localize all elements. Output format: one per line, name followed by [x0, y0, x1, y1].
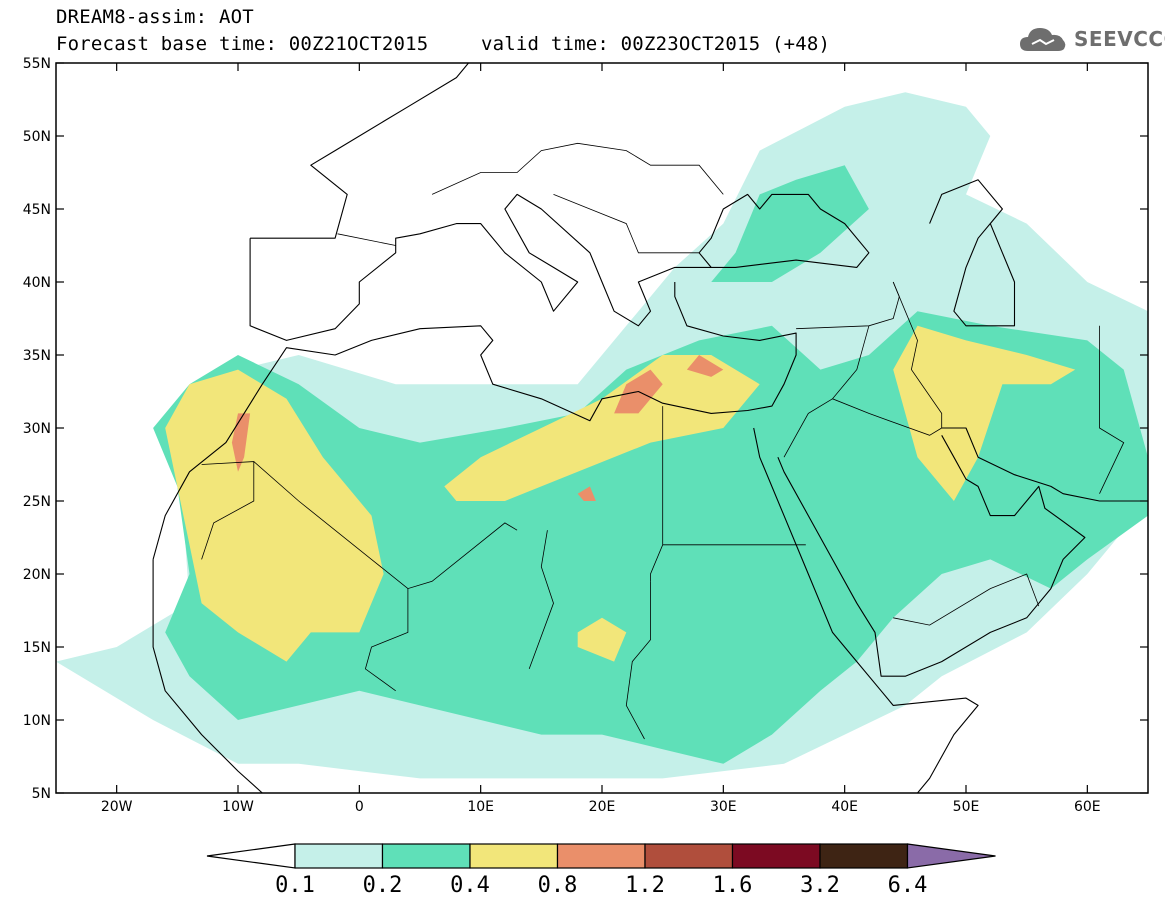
- y-tick-label: 30N: [23, 421, 51, 437]
- aot-region-c08: [231, 413, 251, 472]
- border-iraq-border: [831, 325, 942, 436]
- aot-region-c04: [577, 617, 627, 662]
- aot-region-c08: [577, 486, 596, 501]
- y-tick-label: 50N: [23, 129, 51, 145]
- x-tick-label: 40E: [831, 799, 858, 815]
- colorbar-segment: [469, 843, 559, 869]
- coastline-iberia-coast: [249, 193, 870, 341]
- border-niger-chad: [528, 530, 554, 670]
- logo-text: SEEVCCC: [1074, 27, 1165, 51]
- coastline-iran-coast: [941, 427, 1148, 502]
- map-title: DREAM8-assim: AOT: [56, 6, 254, 28]
- colorbar-label: 1.6: [713, 873, 753, 898]
- coastline-europe-north-coast: [250, 63, 469, 239]
- coastline-arabia-coast: [777, 435, 1086, 677]
- border-chad-sudan: [625, 581, 651, 740]
- aot-region-c04: [165, 369, 384, 662]
- colorbar-segment: [819, 843, 909, 869]
- colorbar-segment: [731, 843, 821, 869]
- x-tick-label: 50E: [953, 799, 980, 815]
- border-afghan-border: [1099, 325, 1125, 494]
- y-tick-label: 10N: [23, 713, 51, 729]
- border-western-sahara: [201, 461, 255, 560]
- x-tick-label: 10E: [467, 799, 494, 815]
- colorbar-label: 0.2: [363, 873, 403, 898]
- colorbar-over-triangle: [906, 843, 996, 869]
- colorbar-under-triangle: [206, 843, 296, 869]
- base-time-label: Forecast base time: 00Z21OCT2015: [56, 33, 429, 55]
- x-tick-label: 60E: [1074, 799, 1101, 815]
- map-subtitle: Forecast base time: 00Z21OCT2015 valid ti…: [56, 33, 830, 55]
- y-tick-label: 15N: [23, 640, 51, 656]
- y-tick-label: 40N: [23, 275, 51, 291]
- x-tick-label: 30E: [710, 799, 737, 815]
- x-tick-label: 10W: [222, 799, 254, 815]
- colorbar-segment: [381, 843, 471, 869]
- colorbar-label: 0.8: [538, 873, 578, 898]
- cloud-icon: [1020, 28, 1066, 51]
- border-saudi-border: [783, 398, 833, 458]
- x-tick-label: 20E: [589, 799, 616, 815]
- x-tick-label: 0: [355, 799, 364, 815]
- border-libya-egypt: [650, 406, 664, 582]
- valid-time-label: valid time: 00Z23OCT2015 (+48): [481, 33, 831, 55]
- coastline-red-sea-west: [753, 427, 979, 793]
- y-tick-label: 5N: [32, 786, 51, 802]
- aot-region-c02: [711, 165, 869, 282]
- colorbar-label: 3.2: [800, 873, 840, 898]
- aot-region-c04: [444, 355, 760, 501]
- y-tick-label: 45N: [23, 202, 51, 218]
- seevccc-logo: SEEVCCC: [1018, 22, 1165, 56]
- border-france-spain: [337, 233, 396, 246]
- border-iran-border: [892, 281, 943, 428]
- coastline-caspian: [929, 179, 1016, 327]
- colorbar-label: 0.4: [450, 873, 490, 898]
- border-central-europe: [431, 142, 724, 195]
- y-tick-label: 20N: [23, 567, 51, 583]
- coastline-west-africa-coast: [152, 559, 263, 793]
- colorbar-label: 0.1: [275, 873, 315, 898]
- x-tick-label: 20W: [101, 799, 133, 815]
- colorbar-segment: [294, 843, 384, 869]
- aot-region-c04: [893, 325, 1076, 501]
- y-tick-label: 35N: [23, 348, 51, 364]
- colorbar-label: 1.2: [625, 873, 665, 898]
- border-mali-niger: [364, 588, 409, 692]
- coastline-north-africa-coast: [152, 282, 797, 560]
- y-tick-label: 55N: [23, 56, 51, 72]
- aot-region-c08: [686, 355, 724, 377]
- colorbar-segment: [644, 843, 734, 869]
- border-balkans: [553, 194, 700, 254]
- y-tick-label: 25N: [23, 494, 51, 510]
- colorbar-segment: [556, 843, 646, 869]
- colorbar-label: 6.4: [888, 873, 928, 898]
- border-yemen-oman: [893, 573, 1040, 626]
